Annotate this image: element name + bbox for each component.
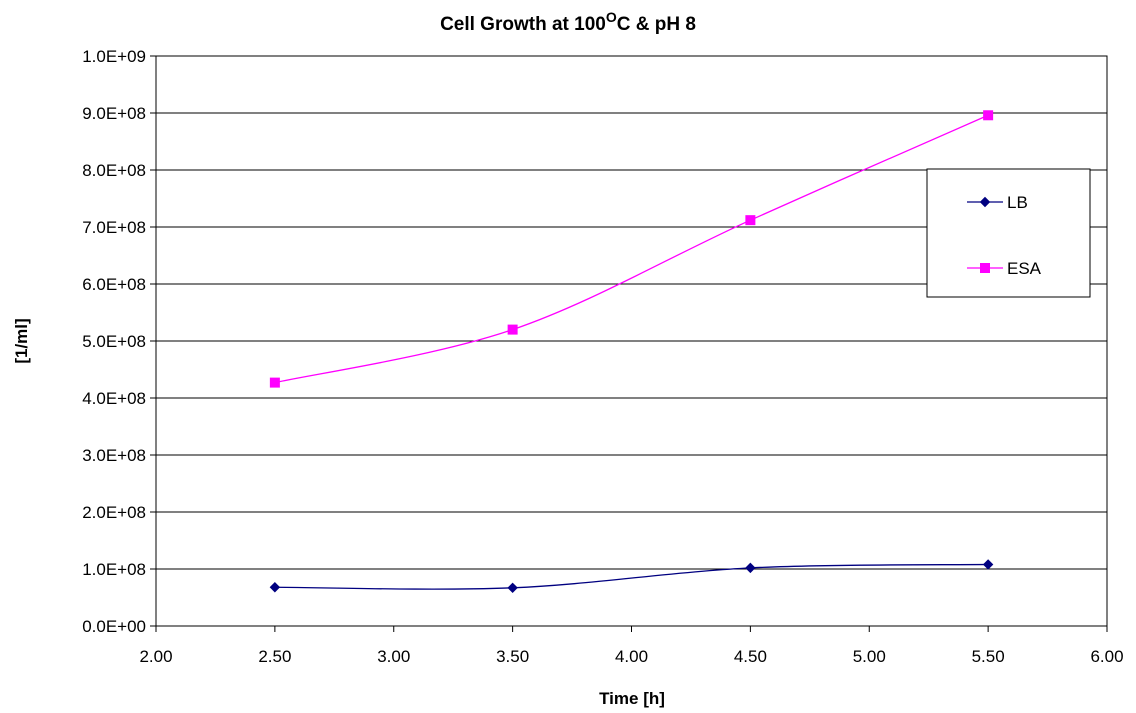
y-axis-title: [1/ml] xyxy=(12,318,31,363)
x-tick-label: 3.00 xyxy=(377,647,410,666)
legend-marker-lb xyxy=(979,196,991,208)
y-tick-label: 2.0E+08 xyxy=(82,503,146,522)
chart-title-superscript: O xyxy=(606,9,617,25)
data-point-lb xyxy=(982,559,994,570)
y-tick-label: 3.0E+08 xyxy=(82,446,146,465)
chart-title-main: Cell Growth at 100 xyxy=(440,14,606,35)
x-tick-label: 4.50 xyxy=(734,647,767,666)
y-tick-label: 6.0E+08 xyxy=(82,275,146,294)
x-tick-label: 6.00 xyxy=(1090,647,1123,666)
y-tick-label: 8.0E+08 xyxy=(82,161,146,180)
legend-marker-esa xyxy=(980,263,990,273)
data-point-lb xyxy=(507,582,518,594)
y-tick-label: 4.0E+08 xyxy=(82,389,146,408)
data-point-lb xyxy=(269,582,281,593)
legend-label-esa: ESA xyxy=(1007,259,1042,278)
data-point-esa xyxy=(507,324,518,335)
x-tick-label: 4.00 xyxy=(615,647,648,666)
gridlines xyxy=(156,55,1107,627)
data-point-esa xyxy=(745,215,756,226)
x-axis-title: Time [h] xyxy=(599,689,665,708)
x-tick-label: 3.50 xyxy=(496,647,529,666)
y-tick-label: 9.0E+08 xyxy=(82,104,146,123)
y-tick-label: 7.0E+08 xyxy=(82,218,146,237)
legend: LB ESA xyxy=(926,168,1091,298)
series-line-lb xyxy=(274,563,989,590)
x-tick-label: 2.50 xyxy=(258,647,291,666)
x-tick-label: 5.00 xyxy=(853,647,886,666)
x-tick-label: 2.00 xyxy=(139,647,172,666)
data-point-esa xyxy=(983,110,994,121)
legend-box xyxy=(926,168,1091,298)
series-esa xyxy=(269,110,994,388)
x-tick-label: 5.50 xyxy=(972,647,1005,666)
data-point-lb xyxy=(745,562,756,574)
chart-title: Cell Growth at 100OC & pH 8 xyxy=(440,9,696,35)
y-tick-label: 0.0E+00 xyxy=(82,617,146,636)
y-tick-label: 1.0E+08 xyxy=(82,560,146,579)
y-tick-label: 5.0E+08 xyxy=(82,332,146,351)
series-lb xyxy=(269,559,994,594)
axes: 0.0E+00 1.0E+08 2.0E+08 3.0E+08 4.0E+08 5.0E+… xyxy=(82,47,1123,666)
data-point-esa xyxy=(269,377,280,388)
chart-title-rest: C & pH 8 xyxy=(617,14,696,35)
legend-label-lb: LB xyxy=(1007,193,1028,212)
series-line-esa xyxy=(274,114,989,384)
series-group xyxy=(269,110,994,594)
y-tick-label: 1.0E+09 xyxy=(82,47,146,66)
